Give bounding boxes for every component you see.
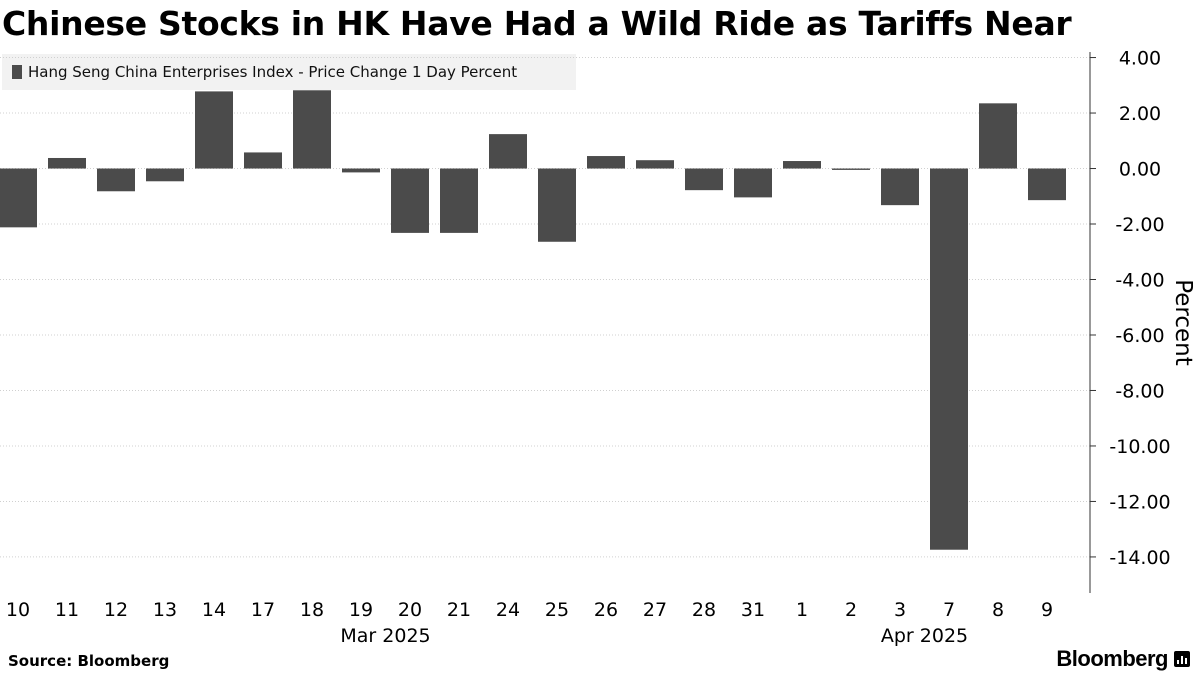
bar-7: [930, 168, 968, 550]
y-tick-label: -6.00: [1115, 325, 1164, 347]
bar-25: [538, 168, 576, 242]
bar-13: [146, 168, 184, 182]
bar-1: [783, 161, 821, 169]
x-tick-label: 21: [447, 599, 471, 621]
x-tick-label: 18: [300, 599, 324, 621]
x-tick-label: 13: [153, 599, 177, 621]
x-tick-label: 2: [845, 599, 857, 621]
bar-31: [734, 168, 772, 198]
bloomberg-logo: Bloomberg: [1056, 646, 1190, 672]
y-tick-label: 4.00: [1119, 48, 1161, 70]
x-tick-label: 9: [1041, 599, 1053, 621]
x-tick-label: 24: [496, 599, 520, 621]
x-tick-label: 27: [643, 599, 667, 621]
bar-14: [195, 91, 233, 169]
x-tick-label: 14: [202, 599, 226, 621]
legend: Hang Seng China Enterprises Index - Pric…: [2, 54, 576, 90]
x-tick-label: 8: [992, 599, 1004, 621]
bar-3: [881, 168, 919, 206]
x-tick-label: 1: [796, 599, 808, 621]
bar-27: [636, 160, 674, 169]
bar-2: [832, 168, 870, 170]
x-tick-label: 11: [55, 599, 79, 621]
bar-8: [979, 103, 1017, 169]
bar-10: [0, 168, 37, 228]
month-label: Mar 2025: [340, 625, 430, 647]
y-tick-label: 0.00: [1119, 159, 1161, 181]
bar-21: [440, 168, 478, 233]
x-tick-label: 10: [6, 599, 30, 621]
brand-name: Bloomberg: [1056, 646, 1168, 671]
chart-title: Chinese Stocks in HK Have Had a Wild Rid…: [2, 4, 1072, 43]
y-axis-title: Percent: [1170, 279, 1196, 366]
x-tick-label: 26: [594, 599, 618, 621]
x-tick-label: 25: [545, 599, 569, 621]
x-tick-label: 12: [104, 599, 128, 621]
bar-28: [685, 168, 723, 191]
bar-17: [244, 152, 282, 169]
y-tick-label: -14.00: [1109, 547, 1170, 569]
bar-18: [293, 90, 331, 169]
bar-19: [342, 168, 380, 173]
legend-label: Hang Seng China Enterprises Index - Pric…: [28, 63, 518, 81]
x-tick-label: 7: [943, 599, 955, 621]
y-tick-label: -12.00: [1109, 491, 1170, 513]
y-tick-label: 2.00: [1119, 103, 1161, 125]
x-tick-label: 17: [251, 599, 275, 621]
x-tick-label: 19: [349, 599, 373, 621]
month-label: Apr 2025: [881, 625, 968, 647]
x-tick-label: 28: [692, 599, 716, 621]
bar-24: [489, 134, 527, 169]
x-tick-label: 3: [894, 599, 906, 621]
source-note: Source: Bloomberg: [8, 652, 170, 670]
bar-12: [97, 168, 135, 192]
bloomberg-terminal-icon: [1174, 651, 1190, 667]
bar-26: [587, 156, 625, 169]
bar-20: [391, 168, 429, 233]
x-tick-label: 20: [398, 599, 422, 621]
legend-swatch: [12, 65, 22, 79]
y-tick-label: -2.00: [1115, 214, 1164, 236]
x-tick-label: 31: [741, 599, 765, 621]
y-tick-label: -10.00: [1109, 436, 1170, 458]
y-tick-label: -8.00: [1115, 380, 1164, 402]
bar-9: [1028, 168, 1066, 201]
y-tick-label: -4.00: [1115, 269, 1164, 291]
bar-11: [48, 157, 86, 169]
